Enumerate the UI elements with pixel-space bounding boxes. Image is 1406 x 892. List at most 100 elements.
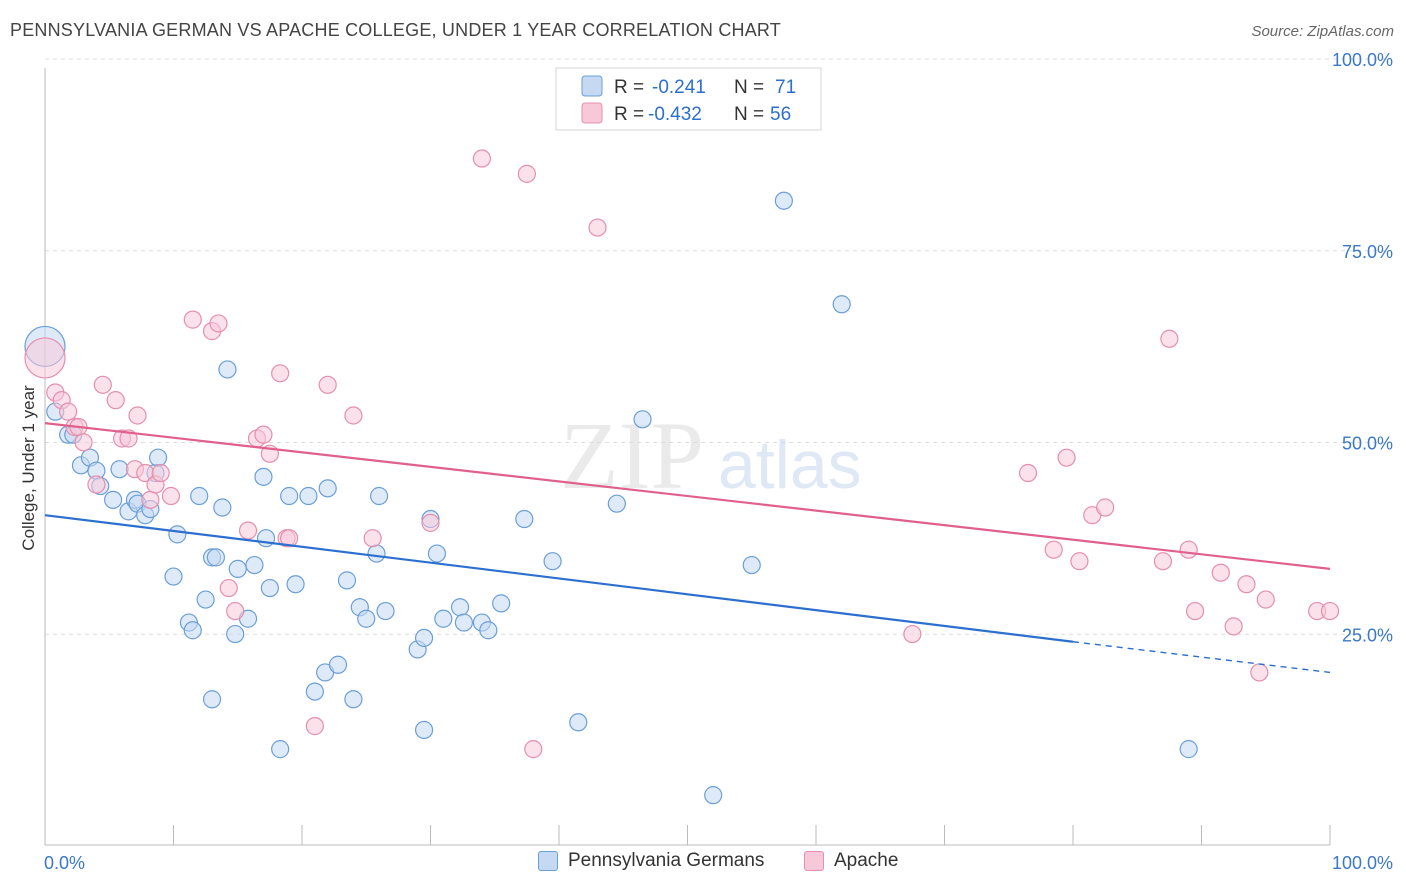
data-point-apache <box>524 740 543 759</box>
data-point-apache <box>219 578 238 598</box>
data-point-pennsylvania-germans <box>633 410 652 429</box>
watermark-zip: ZIP <box>560 402 704 509</box>
data-point-apache <box>24 337 66 379</box>
data-point-apache <box>1224 617 1243 636</box>
data-point-pennsylvania-germans <box>318 479 337 498</box>
data-point-pennsylvania-germans <box>228 559 247 578</box>
stats-legend: R = -0.241 N = 71 R = -0.432 N = 56 <box>555 67 822 131</box>
stats-n-value-0: 71 <box>775 77 796 98</box>
data-point-apache <box>87 475 106 494</box>
data-point-apache <box>161 486 181 506</box>
x-tick-label: 100.0% <box>1332 853 1393 873</box>
trend-line-extension-pennsylvania-germans <box>1072 641 1331 674</box>
data-point-apache <box>305 717 324 736</box>
stats-swatch-apache <box>581 102 603 124</box>
data-point-pennsylvania-germans <box>370 486 389 506</box>
source-note: Source: ZipAtlas.com <box>1251 23 1394 40</box>
data-point-pennsylvania-germans <box>515 509 534 529</box>
series-legend: Pennsylvania Germans Apache <box>0 850 1406 880</box>
data-point-apache <box>517 164 536 183</box>
data-point-apache <box>588 218 607 237</box>
stats-n-label-1: N = <box>734 104 764 125</box>
data-point-pennsylvania-germans <box>190 486 209 506</box>
y-tick-label: 50.0% <box>1342 434 1393 454</box>
data-point-apache <box>1320 601 1340 621</box>
data-point-pennsylvania-germans <box>344 690 363 709</box>
data-point-apache <box>472 149 491 168</box>
data-point-apache <box>1185 601 1205 621</box>
data-point-pennsylvania-germans <box>299 486 318 506</box>
data-point-apache <box>1237 575 1256 594</box>
data-point-apache <box>363 529 382 548</box>
axes <box>44 68 1331 846</box>
data-point-pennsylvania-germans <box>305 682 324 701</box>
data-point-pennsylvania-germans <box>328 655 348 674</box>
legend-swatch-pennsylvania-germans <box>538 851 558 871</box>
y-tick-label: 25.0% <box>1342 625 1393 645</box>
data-point-pennsylvania-germans <box>376 601 395 621</box>
data-point-apache <box>344 406 363 425</box>
data-point-pennsylvania-germans <box>260 578 279 598</box>
data-point-apache <box>1096 498 1115 517</box>
data-point-pennsylvania-germans <box>196 590 215 609</box>
legend-item-pennsylvania-germans[interactable]: Pennsylvania Germans <box>538 850 764 872</box>
data-point-pennsylvania-germans <box>479 621 498 640</box>
data-point-pennsylvania-germans <box>414 628 434 648</box>
data-point-apache <box>1018 463 1038 483</box>
data-point-apache <box>151 463 170 483</box>
data-point-pennsylvania-germans <box>832 295 851 314</box>
series-pennsylvania-germans <box>24 191 1198 805</box>
data-point-apache <box>1070 552 1089 571</box>
data-point-apache <box>1057 448 1076 467</box>
chart-title: PENNSYLVANIA GERMAN VS APACHE COLLEGE, U… <box>10 20 781 40</box>
data-point-pennsylvania-germans <box>607 494 626 513</box>
data-point-apache <box>1211 563 1230 582</box>
data-point-apache <box>1250 663 1269 682</box>
watermark-atlas: atlas <box>718 427 862 503</box>
stats-swatch-pennsylvania-germans <box>581 75 603 97</box>
data-point-apache <box>119 429 138 448</box>
legend-swatch-apache <box>804 851 824 871</box>
data-point-apache <box>226 601 245 621</box>
data-point-pennsylvania-germans <box>357 609 376 628</box>
grid-lines <box>45 58 1392 635</box>
data-point-pennsylvania-germans <box>427 544 447 563</box>
data-point-pennsylvania-germans <box>104 490 123 509</box>
y-tick-label: 100.0% <box>1332 50 1393 70</box>
x-tick-labels: 0.0% 100.0% <box>44 853 1393 873</box>
data-point-pennsylvania-germans <box>213 498 232 517</box>
data-point-pennsylvania-germans <box>454 613 474 632</box>
trend-lines <box>44 422 1331 674</box>
data-point-pennsylvania-germans <box>286 575 305 594</box>
stats-r-value-1: -0.432 <box>648 104 702 125</box>
data-point-apache <box>128 406 147 425</box>
trend-line-apache <box>44 422 1331 570</box>
data-point-pennsylvania-germans <box>164 567 183 586</box>
data-point-apache <box>238 521 258 540</box>
data-point-apache <box>106 391 125 410</box>
data-point-apache <box>74 433 93 452</box>
legend-label-apache: Apache <box>834 850 899 871</box>
legend-item-apache[interactable]: Apache <box>804 850 898 872</box>
data-point-apache <box>421 513 440 532</box>
data-point-pennsylvania-germans <box>704 786 723 805</box>
data-point-pennsylvania-germans <box>254 467 273 486</box>
data-point-pennsylvania-germans <box>245 555 264 575</box>
x-tick-label: 0.0% <box>44 853 85 873</box>
data-point-apache <box>1179 540 1198 559</box>
data-point-pennsylvania-germans <box>337 571 357 590</box>
data-point-apache <box>254 425 273 444</box>
data-point-pennsylvania-germans <box>280 486 299 506</box>
stats-r-label-0: R = <box>614 77 644 98</box>
stats-n-label-0: N = <box>734 77 764 98</box>
data-point-pennsylvania-germans <box>110 460 129 479</box>
stats-r-label-1: R = <box>614 104 644 125</box>
data-point-apache <box>1153 552 1173 571</box>
data-point-pennsylvania-germans <box>226 624 245 644</box>
data-point-pennsylvania-germans <box>148 448 168 467</box>
y-tick-labels: 100.0% 75.0% 50.0% 25.0% <box>1332 50 1393 645</box>
y-axis-label: College, Under 1 year <box>19 385 38 551</box>
data-point-apache <box>1160 329 1179 348</box>
data-point-apache <box>903 624 922 644</box>
